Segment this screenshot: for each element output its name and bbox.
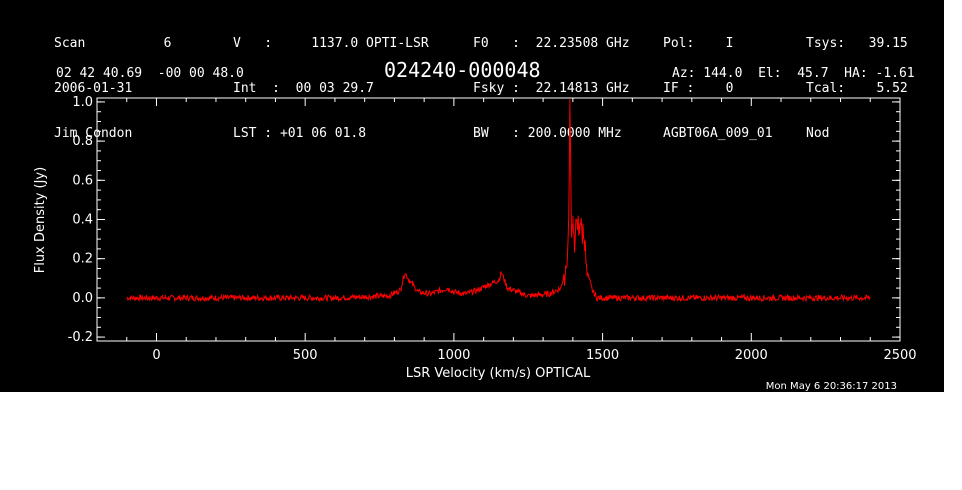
plot-background bbox=[0, 0, 944, 392]
if-number: IF : 0 bbox=[663, 81, 734, 96]
x-tick-label: 1500 bbox=[586, 348, 619, 363]
x-tick-label: 0 bbox=[152, 348, 160, 363]
x-axis-ticks: 0 500 1000 1500 2000 2500 bbox=[126, 98, 917, 363]
y-tick-label: -0.2 bbox=[68, 330, 93, 345]
source-name: 024240-000048 bbox=[384, 58, 541, 82]
tcal-value: Tcal: 5.52 bbox=[806, 81, 908, 96]
y-tick-label: 0.8 bbox=[72, 134, 93, 149]
y-tick-label: 0.0 bbox=[72, 291, 93, 306]
x-axis-label: LSR Velocity (km/s) OPTICAL bbox=[406, 366, 591, 381]
lst-value: LST : +01 06 01.8 bbox=[233, 126, 367, 141]
procedure-name: Nod bbox=[806, 126, 830, 141]
scan-number: Scan 6 bbox=[54, 36, 172, 51]
header-system-info: Tsys: 39.15 Tcal: 5.52 Nod bbox=[806, 6, 908, 156]
pointing-info: Az: 144.0 El: 45.7 HA: -1.61 bbox=[672, 66, 915, 81]
y-tick-label: 0.2 bbox=[72, 252, 93, 267]
y-tick-label: 1.0 bbox=[72, 95, 93, 110]
source-coordinates: 02 42 40.69 -00 00 48.0 bbox=[56, 66, 244, 81]
velocity-value: V : 1137.0 OPTI-LSR bbox=[233, 36, 429, 51]
header-velocity-info: V : 1137.0 OPTI-LSR Int : 00 03 29.7 LST… bbox=[233, 6, 429, 156]
bandwidth: BW : 200.0000 MHz bbox=[473, 126, 622, 141]
project-id: AGBT06A_009_01 bbox=[663, 126, 773, 141]
tsys-value: Tsys: 39.15 bbox=[806, 36, 908, 51]
y-tick-label: 0.6 bbox=[72, 173, 93, 188]
y-axis-label: Flux Density (Jy) bbox=[33, 167, 48, 273]
integration-time: Int : 00 03 29.7 bbox=[233, 81, 374, 96]
y-axis-ticks: -0.2 0.0 0.2 0.4 0.6 0.8 1.0 bbox=[68, 95, 900, 345]
header-polarization-info: Pol: I IF : 0 AGBT06A_009_01 bbox=[663, 6, 773, 156]
observation-date: 2006-01-31 bbox=[54, 81, 133, 96]
plot-axes-box bbox=[96, 97, 901, 342]
polarization: Pol: I bbox=[663, 36, 734, 51]
rest-frequency: F0 : 22.23508 GHz bbox=[473, 36, 630, 51]
x-tick-label: 2000 bbox=[735, 348, 768, 363]
spectrum-series-line bbox=[126, 99, 871, 303]
sky-frequency: Fsky : 22.14813 GHz bbox=[473, 81, 630, 96]
x-tick-label: 2500 bbox=[883, 348, 916, 363]
plot-timestamp: Mon May 6 20:36:17 2013 bbox=[766, 381, 897, 392]
y-tick-label: 0.4 bbox=[72, 213, 93, 228]
x-tick-label: 1000 bbox=[437, 348, 470, 363]
header-frequency-info: F0 : 22.23508 GHz Fsky : 22.14813 GHz BW… bbox=[473, 6, 630, 156]
x-tick-label: 500 bbox=[293, 348, 318, 363]
